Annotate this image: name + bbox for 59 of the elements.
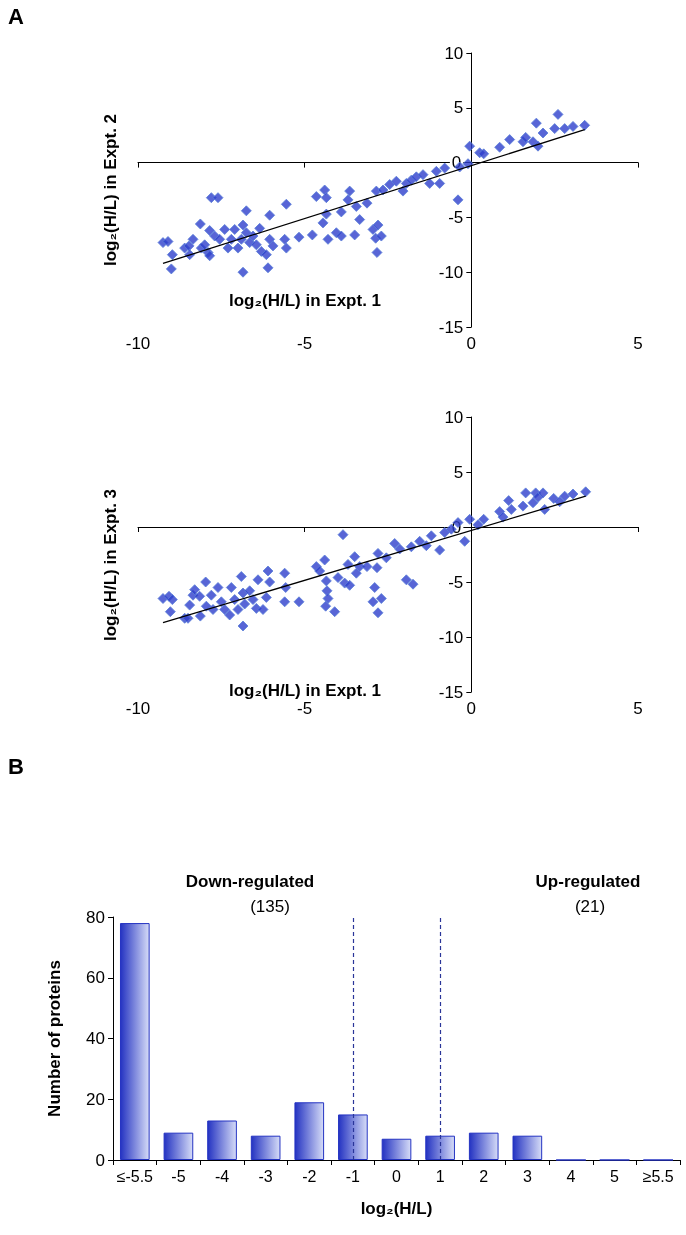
x-tick-label: -4 [214,1167,230,1185]
y-tick-label: 40 [86,1029,105,1048]
y-tick-label: 60 [86,968,105,988]
x-tick-label: 0 [466,334,477,353]
x-tick-label: 0 [392,1167,402,1185]
x-tick-label: 0 [466,699,477,718]
text: (135) [250,897,290,916]
text: Down-regulated [185,872,315,891]
chart-title: B [8,753,24,779]
y-axis-title: log₂(H/L) in Expt. 3 [100,488,120,642]
x-tick-label: 5 [633,699,643,718]
y-tick-label: 0 [451,517,462,537]
y-tick-label: 20 [86,1089,105,1109]
y-tick-label: 10 [444,407,464,427]
x-tick-label: -3 [258,1167,273,1185]
y-tick-label: -15 [438,682,464,702]
x-axis-title: log₂(H/L) [360,1199,433,1218]
bar [512,1135,543,1160]
x-tick-label: 5 [633,334,643,353]
text: Up-regulated [535,872,641,891]
x-axis-title: log₂(H/L) in Expt. 1 [228,290,382,310]
bar [381,1138,412,1160]
x-tick-label: -5 [171,1167,186,1185]
x-tick-label: 1 [435,1167,445,1185]
bar [119,923,150,1160]
bar [294,1102,325,1160]
y-tick-label: -5 [448,207,464,227]
y-axis-title: log₂(H/L) in Expt. 2 [100,113,120,267]
x-tick-label: ≤-5.5 [116,1167,154,1185]
y-tick-label: 5 [453,462,464,482]
x-tick-label: -10 [125,334,151,353]
y-tick-label: -5 [448,572,464,592]
bar [207,1120,237,1160]
y-tick-label: -15 [438,317,464,337]
x-tick-label: 2 [479,1167,489,1185]
x-tick-label: ≥5.5 [642,1167,674,1185]
x-tick-label: -2 [302,1167,317,1185]
x-tick-label: -5 [297,334,313,353]
y-tick-label: 10 [444,43,464,63]
bar [468,1132,499,1160]
x-tick-label: 5 [610,1167,620,1185]
y-axis-title: Number of proteins [45,960,64,1117]
bar [250,1135,281,1160]
y-tick-label: 5 [453,98,464,118]
bar [163,1132,194,1160]
x-axis-title: log₂(H/L) in Expt. 1 [228,680,382,700]
y-tick-label: 0 [95,1150,105,1170]
x-tick-label: -10 [125,699,151,718]
x-tick-label: 3 [522,1167,532,1185]
y-tick-label: -10 [438,627,464,647]
bar [425,1135,455,1160]
x-tick-label: 4 [566,1167,576,1185]
x-tick-label: -1 [345,1167,361,1185]
x-tick-label: -5 [297,699,313,718]
chart-title: A [8,3,24,29]
text: (21) [574,897,606,916]
bar [338,1114,368,1160]
y-tick-label: -10 [438,262,464,282]
y-tick-label: 80 [86,907,105,927]
